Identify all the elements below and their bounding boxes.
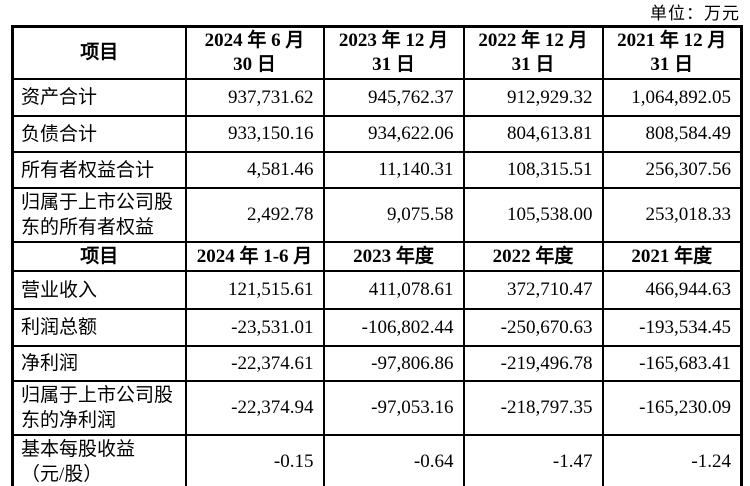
cell-value: -193,534.45 — [601, 308, 743, 347]
row-net-profit-attributable-to-parent: 归属于上市公司股 东的净利润 -22,374.94 -97,053.16 -21… — [11, 380, 743, 436]
cell-value: -1.24 — [601, 434, 743, 486]
cell-value: -22,374.94 — [184, 380, 325, 436]
row-total-profit: 利润总额 -23,531.01 -106,802.44 -250,670.63 … — [11, 308, 743, 347]
cell-value: 411,078.61 — [322, 270, 465, 310]
cell-value: -1.47 — [462, 434, 604, 486]
row-label: 负债合计 — [11, 115, 187, 153]
column-header-fy2023: 2023 年度 — [322, 241, 465, 272]
row-label: 归属于上市公司股 东的所有者权益 — [11, 187, 187, 243]
cell-value: 108,315.51 — [462, 151, 604, 189]
cell-value: -218,797.35 — [462, 380, 604, 436]
cell-value: -23,531.01 — [184, 308, 325, 347]
cell-value: 9,075.58 — [322, 187, 465, 243]
column-header-item: 项目 — [11, 25, 187, 80]
cell-value: 804,613.81 — [462, 115, 604, 153]
cell-value: -0.15 — [184, 434, 325, 486]
cell-value: 466,944.63 — [601, 270, 743, 310]
unit-label: 单位：万元 — [650, 4, 740, 23]
column-header-fy2022: 2022 年度 — [462, 241, 604, 272]
cell-value: 11,140.31 — [322, 151, 465, 189]
cell-value: 937,731.62 — [184, 78, 325, 117]
financial-summary-table: 项目 2024 年 6 月 30 日 2023 年 12 月 31 日 2022… — [11, 25, 743, 486]
cell-value: 372,710.47 — [462, 270, 604, 310]
row-label: 营业收入 — [11, 270, 187, 310]
cell-value: 934,622.06 — [322, 115, 465, 153]
row-label: 资产合计 — [11, 78, 187, 117]
cell-value: -106,802.44 — [322, 308, 465, 347]
row-label: 利润总额 — [11, 308, 187, 347]
row-total-liabilities: 负债合计 933,150.16 934,622.06 804,613.81 80… — [11, 115, 743, 153]
cell-value: 933,150.16 — [184, 115, 325, 153]
cell-value: -250,670.63 — [462, 308, 604, 347]
cell-value: -22,374.61 — [184, 345, 325, 382]
row-total-owners-equity: 所有者权益合计 4,581.46 11,140.31 108,315.51 25… — [11, 151, 743, 189]
cell-value: -97,053.16 — [322, 380, 465, 436]
row-label: 归属于上市公司股 东的净利润 — [11, 380, 187, 436]
cell-value: -165,230.09 — [601, 380, 743, 436]
column-header-2022-12-31: 2022 年 12 月 31 日 — [462, 25, 604, 80]
cell-value: 105,538.00 — [462, 187, 604, 243]
column-header-2023-12-31: 2023 年 12 月 31 日 — [322, 25, 465, 80]
row-label: 基本每股收益 （元/股） — [11, 434, 187, 486]
column-header-item: 项目 — [11, 241, 187, 272]
row-total-assets: 资产合计 937,731.62 945,762.37 912,929.32 1,… — [11, 78, 743, 117]
balance-header-row: 项目 2024 年 6 月 30 日 2023 年 12 月 31 日 2022… — [11, 25, 743, 80]
row-label: 净利润 — [11, 345, 187, 382]
row-equity-attributable-to-parent: 归属于上市公司股 东的所有者权益 2,492.78 9,075.58 105,5… — [11, 187, 743, 243]
column-header-fy2021: 2021 年度 — [601, 241, 743, 272]
cell-value: 256,307.56 — [601, 151, 743, 189]
cell-value: 2,492.78 — [184, 187, 325, 243]
cell-value: 945,762.37 — [322, 78, 465, 117]
cell-value: 912,929.32 — [462, 78, 604, 117]
row-net-profit: 净利润 -22,374.61 -97,806.86 -219,496.78 -1… — [11, 345, 743, 382]
cell-value: 1,064,892.05 — [601, 78, 743, 117]
income-header-row: 项目 2024 年 1-6 月 2023 年度 2022 年度 2021 年度 — [11, 241, 743, 272]
cell-value: 4,581.46 — [184, 151, 325, 189]
row-basic-eps: 基本每股收益 （元/股） -0.15 -0.64 -1.47 -1.24 — [11, 434, 743, 486]
row-operating-revenue: 营业收入 121,515.61 411,078.61 372,710.47 46… — [11, 270, 743, 310]
column-header-2024-h1: 2024 年 1-6 月 — [184, 241, 325, 272]
cell-value: 253,018.33 — [601, 187, 743, 243]
column-header-2021-12-31: 2021 年 12 月 31 日 — [601, 25, 743, 80]
cell-value: 808,584.49 — [601, 115, 743, 153]
cell-value: -219,496.78 — [462, 345, 604, 382]
cell-value: 121,515.61 — [184, 270, 325, 310]
cell-value: -97,806.86 — [322, 345, 465, 382]
row-label: 所有者权益合计 — [11, 151, 187, 189]
column-header-2024-06-30: 2024 年 6 月 30 日 — [184, 25, 325, 80]
cell-value: -0.64 — [322, 434, 465, 486]
cell-value: -165,683.41 — [601, 345, 743, 382]
